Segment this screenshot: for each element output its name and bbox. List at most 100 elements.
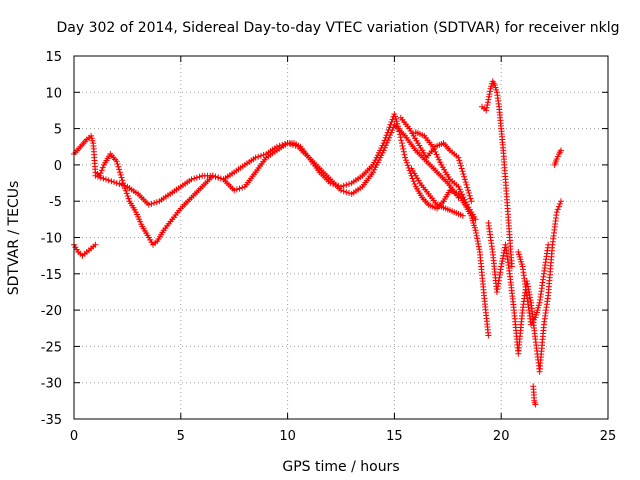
data-point-marker bbox=[461, 196, 468, 203]
data-point-marker bbox=[95, 173, 101, 180]
data-point-marker bbox=[380, 147, 387, 154]
data-point-marker bbox=[255, 153, 262, 160]
x-tick-label: 15 bbox=[386, 429, 403, 444]
data-point-marker bbox=[103, 176, 109, 183]
y-tick-label: 5 bbox=[54, 123, 62, 138]
data-point-marker bbox=[119, 181, 126, 188]
data-point-marker bbox=[555, 203, 562, 210]
data-point-marker bbox=[432, 148, 439, 155]
data-point-marker bbox=[98, 167, 105, 174]
data-point-marker bbox=[118, 174, 125, 181]
data-point-marker bbox=[473, 232, 480, 239]
data-point-marker bbox=[191, 175, 198, 182]
data-point-marker bbox=[456, 186, 463, 193]
data-point-marker bbox=[468, 198, 475, 205]
data-point-marker bbox=[455, 154, 462, 161]
data-point-marker bbox=[279, 141, 286, 148]
y-tick-label: -30 bbox=[41, 377, 62, 392]
data-point-marker bbox=[209, 172, 216, 179]
data-point-marker bbox=[461, 176, 468, 183]
data-point-marker bbox=[193, 174, 200, 181]
data-point-marker bbox=[287, 141, 294, 147]
data-point-marker bbox=[463, 181, 470, 188]
data-point-marker bbox=[500, 252, 507, 259]
data-point-marker bbox=[456, 157, 463, 164]
data-point-marker bbox=[145, 201, 152, 208]
data-point-marker bbox=[459, 212, 466, 219]
data-point-marker bbox=[455, 183, 462, 190]
data-point-marker bbox=[545, 241, 552, 248]
data-point-marker bbox=[462, 179, 469, 186]
data-point-marker bbox=[465, 190, 472, 196]
data-point-marker bbox=[233, 186, 240, 193]
data-point-marker bbox=[153, 199, 160, 206]
data-point-marker bbox=[465, 187, 472, 194]
x-tick-label: 20 bbox=[493, 429, 510, 444]
data-point-marker bbox=[273, 143, 280, 150]
data-series bbox=[71, 78, 564, 408]
data-point-marker bbox=[457, 162, 464, 169]
data-point-marker bbox=[100, 175, 107, 182]
data-point-marker bbox=[389, 127, 396, 134]
data-point-marker bbox=[554, 153, 561, 160]
series-8 bbox=[515, 241, 552, 328]
data-point-marker bbox=[532, 401, 539, 408]
series-trace bbox=[95, 123, 459, 206]
data-point-marker bbox=[484, 102, 491, 108]
data-point-marker bbox=[458, 165, 465, 172]
data-point-marker bbox=[459, 191, 466, 198]
data-point-marker bbox=[457, 188, 464, 195]
data-point-marker bbox=[236, 185, 243, 192]
data-point-marker bbox=[399, 143, 406, 149]
data-point-marker bbox=[113, 158, 120, 165]
series-10 bbox=[530, 383, 539, 408]
data-point-marker bbox=[459, 168, 466, 175]
data-point-marker bbox=[121, 182, 128, 189]
series-7 bbox=[485, 198, 564, 375]
data-point-marker bbox=[239, 184, 246, 191]
data-point-marker bbox=[386, 134, 393, 141]
x-tick-label: 5 bbox=[177, 429, 185, 444]
data-point-marker bbox=[398, 140, 405, 147]
data-point-marker bbox=[124, 193, 131, 199]
data-point-marker bbox=[554, 206, 561, 213]
y-tick-label: -15 bbox=[41, 268, 62, 283]
data-point-marker bbox=[411, 181, 418, 187]
data-point-marker bbox=[388, 119, 395, 125]
data-point-marker bbox=[292, 142, 299, 149]
x-tick-label: 0 bbox=[70, 429, 78, 444]
data-point-marker bbox=[281, 141, 288, 147]
series-1 bbox=[92, 122, 462, 208]
data-point-marker bbox=[398, 137, 405, 144]
data-point-marker bbox=[116, 181, 123, 187]
data-point-marker bbox=[111, 179, 117, 186]
data-point-marker bbox=[340, 188, 347, 195]
series-0 bbox=[71, 111, 492, 339]
y-tick-label: -10 bbox=[41, 232, 62, 247]
data-point-marker bbox=[113, 180, 120, 187]
data-point-marker bbox=[485, 93, 492, 100]
x-axis-label: GPS time / hours bbox=[282, 459, 399, 475]
data-point-marker bbox=[475, 240, 482, 247]
y-tick-label: -20 bbox=[41, 304, 62, 319]
data-point-marker bbox=[346, 181, 352, 187]
data-point-marker bbox=[338, 187, 344, 194]
series-3 bbox=[397, 114, 475, 205]
x-tick-label: 10 bbox=[279, 429, 296, 444]
y-tick-label: -35 bbox=[41, 413, 62, 428]
y-tick-label: 15 bbox=[45, 50, 62, 65]
series-4 bbox=[408, 165, 466, 219]
data-point-marker bbox=[343, 189, 350, 196]
data-point-marker bbox=[114, 161, 121, 167]
y-tick-label: 0 bbox=[54, 159, 62, 174]
axis-ticks: 0 5 10 15 20 25 15 10 5 0 -5 -10 -15 -20 -25 -30 -35 bbox=[41, 50, 617, 444]
data-point-marker bbox=[231, 187, 238, 194]
series-6 bbox=[479, 78, 515, 270]
data-point-marker bbox=[434, 154, 441, 161]
data-point-marker bbox=[460, 171, 467, 177]
data-point-marker bbox=[498, 260, 505, 267]
data-point-marker bbox=[457, 160, 464, 167]
data-point-marker bbox=[212, 173, 219, 180]
chart-title: Day 302 of 2014, Sidereal Day-to-day VTE… bbox=[57, 20, 620, 36]
